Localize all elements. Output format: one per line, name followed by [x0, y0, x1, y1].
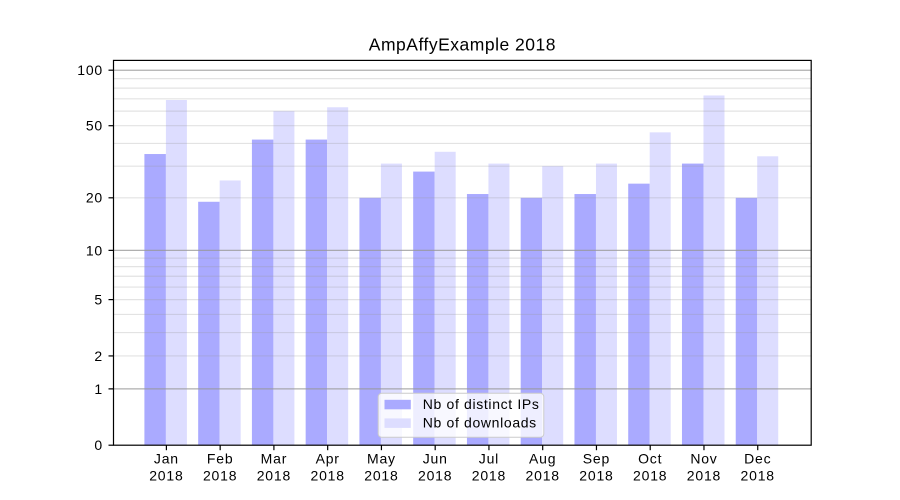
svg-text:2018: 2018 [418, 467, 452, 483]
svg-text:Jan: Jan [154, 451, 179, 467]
svg-text:Aug: Aug [529, 451, 556, 467]
svg-text:2018: 2018 [257, 467, 291, 483]
svg-text:2018: 2018 [364, 467, 398, 483]
svg-text:20: 20 [86, 190, 103, 206]
svg-text:Nb of distinct IPs: Nb of distinct IPs [423, 396, 540, 412]
svg-text:Feb: Feb [207, 451, 234, 467]
svg-text:Mar: Mar [261, 451, 288, 467]
svg-text:50: 50 [86, 118, 103, 134]
svg-text:100: 100 [77, 62, 103, 78]
svg-text:Jun: Jun [423, 451, 448, 467]
svg-text:2018: 2018 [687, 467, 721, 483]
svg-text:2: 2 [94, 348, 103, 364]
svg-text:2018: 2018 [741, 467, 775, 483]
svg-text:Apr: Apr [316, 451, 340, 467]
svg-text:1: 1 [94, 381, 103, 397]
svg-text:2018: 2018 [579, 467, 613, 483]
svg-text:0: 0 [94, 437, 103, 453]
svg-text:AmpAffyExample 2018: AmpAffyExample 2018 [369, 35, 556, 55]
svg-text:2018: 2018 [472, 467, 506, 483]
svg-text:10: 10 [86, 242, 103, 258]
svg-text:May: May [367, 451, 396, 467]
svg-text:2018: 2018 [633, 467, 667, 483]
svg-text:Dec: Dec [744, 451, 771, 467]
svg-text:2018: 2018 [526, 467, 560, 483]
svg-text:2018: 2018 [203, 467, 237, 483]
svg-text:Nb of downloads: Nb of downloads [423, 414, 537, 430]
svg-text:2018: 2018 [310, 467, 344, 483]
svg-text:Jul: Jul [479, 451, 499, 467]
svg-text:2018: 2018 [149, 467, 183, 483]
svg-text:5: 5 [94, 292, 103, 308]
svg-text:Sep: Sep [583, 451, 610, 467]
svg-text:Oct: Oct [638, 451, 662, 467]
svg-text:Nov: Nov [690, 451, 717, 467]
